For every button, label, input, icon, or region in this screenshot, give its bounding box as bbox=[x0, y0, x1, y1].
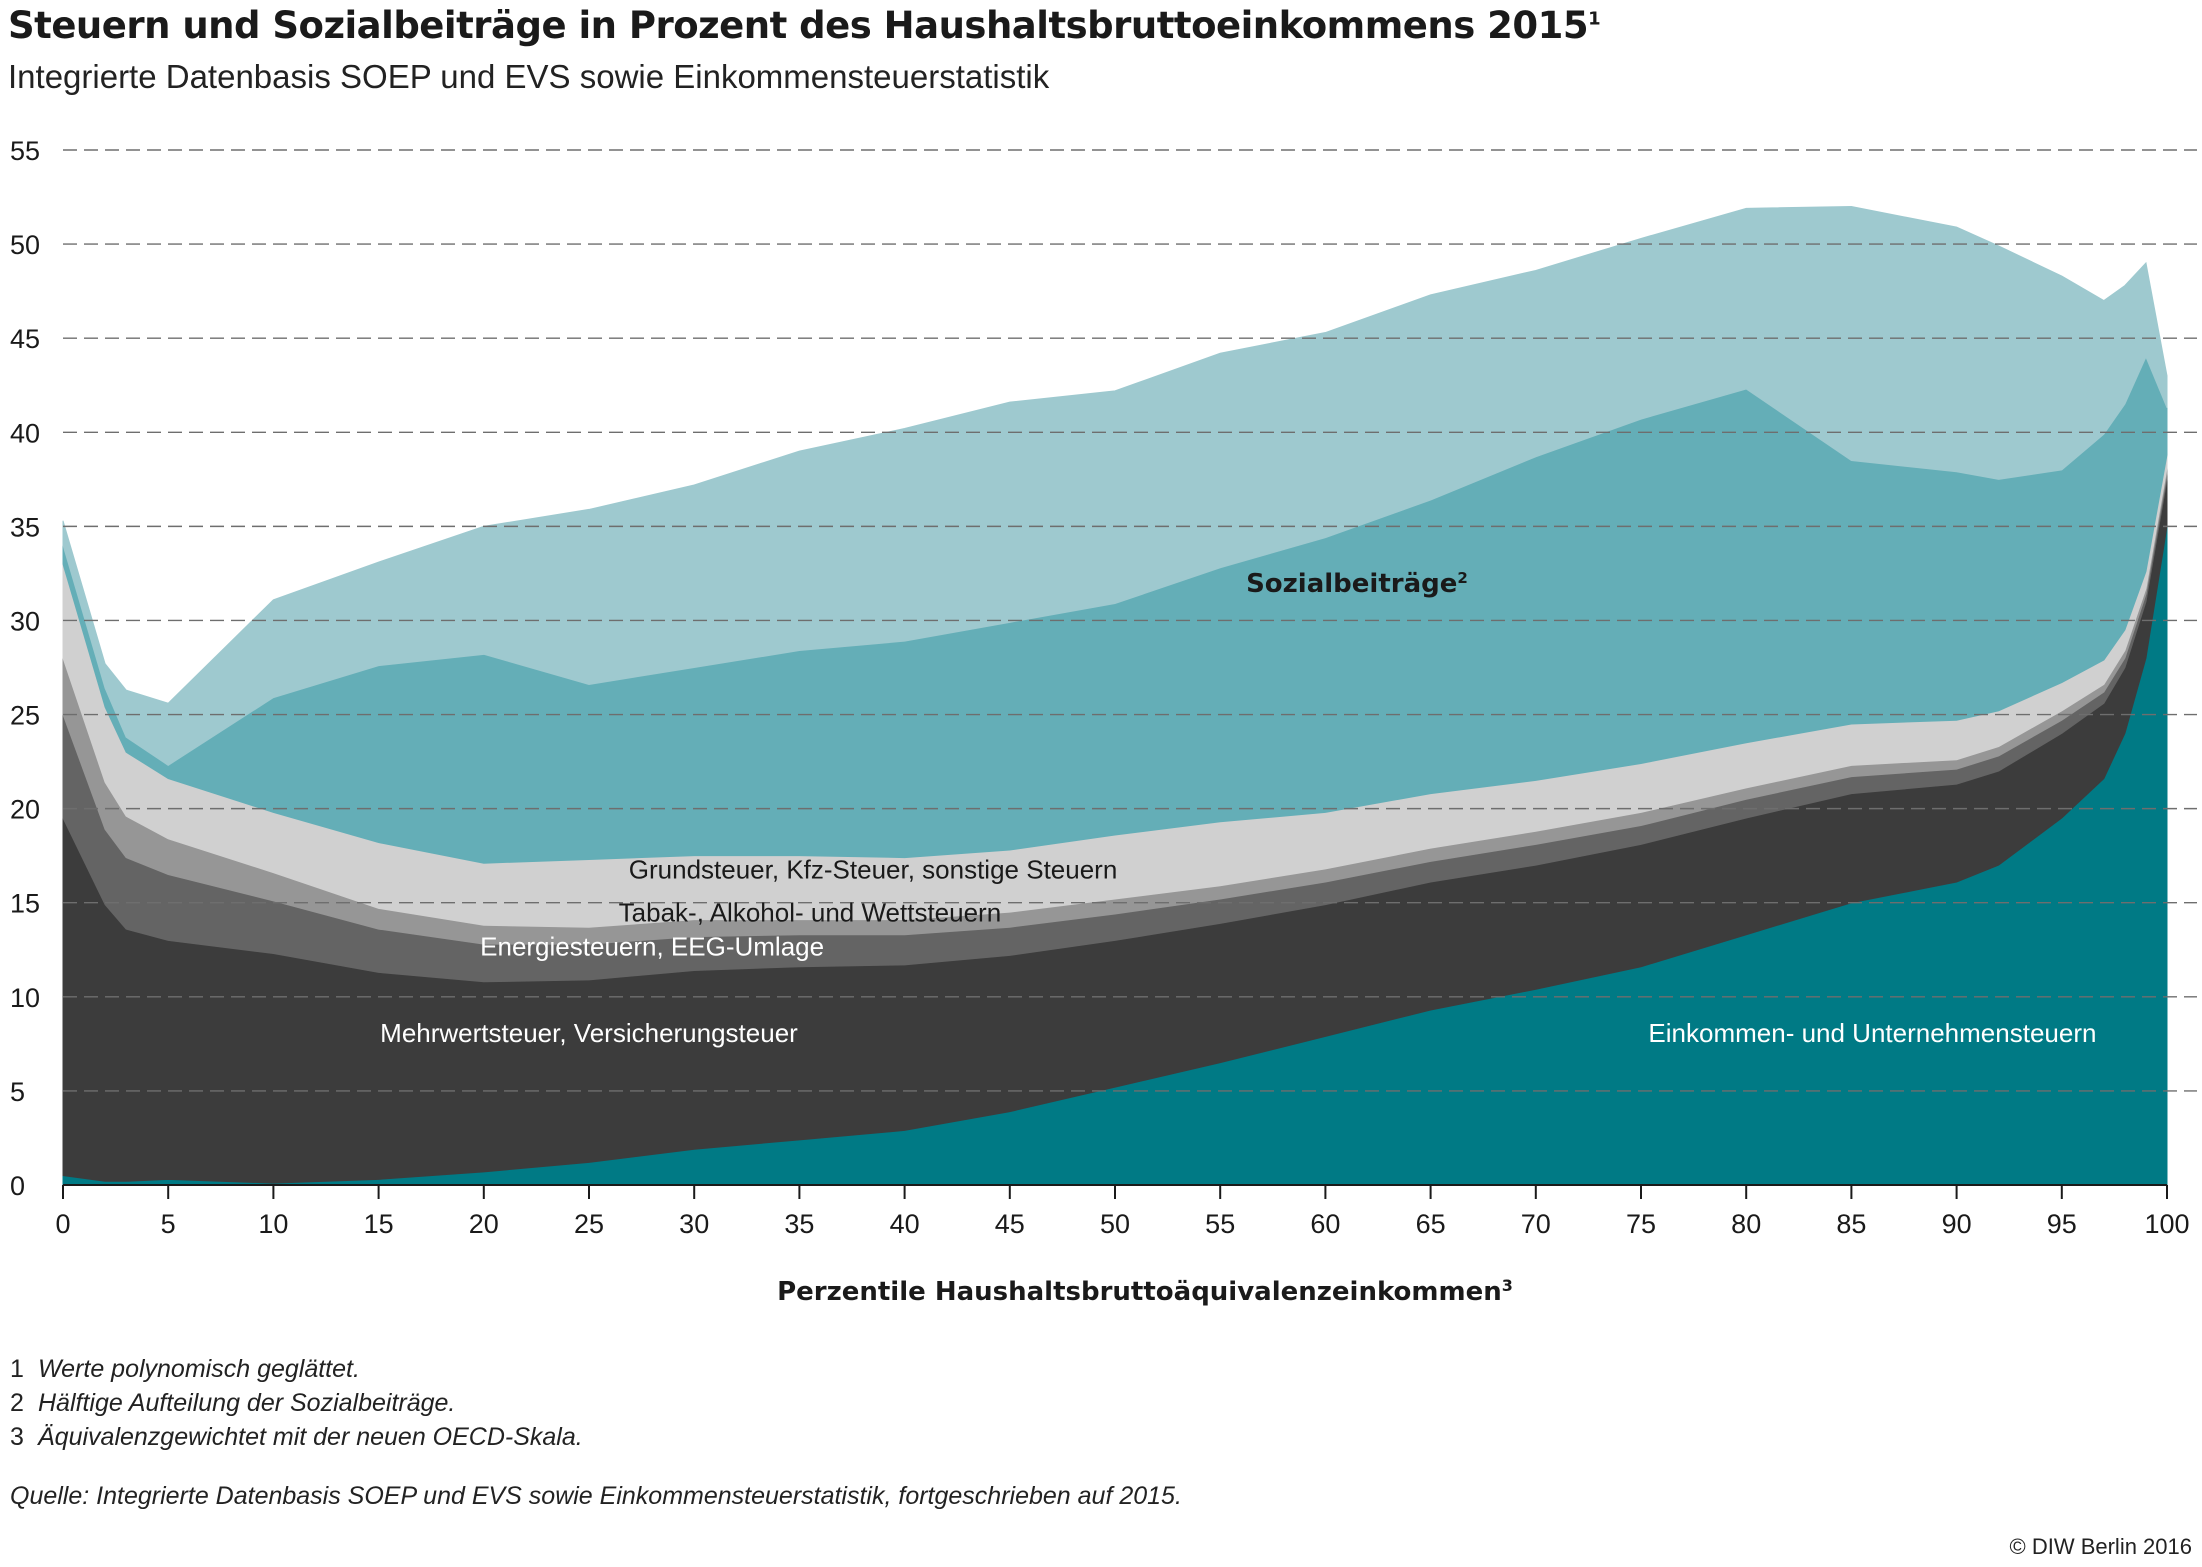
x-tick-label: 15 bbox=[364, 1209, 394, 1239]
series-label-3: Energiesteuern, EEG-Umlage bbox=[480, 931, 824, 961]
x-tick-label: 10 bbox=[258, 1209, 288, 1239]
chart-title: Steuern und Sozialbeiträge in Prozent de… bbox=[8, 4, 1601, 47]
y-tick-label: 15 bbox=[10, 889, 40, 919]
x-tick-label: 20 bbox=[469, 1209, 499, 1239]
y-tick-label: 25 bbox=[10, 701, 40, 731]
stacked-area-chart: 0 5 10 15 20 25 30 35 40 45 50 55 60 65 70 75 80 85 90 95 10… bbox=[10, 136, 2197, 1307]
x-tick-label: 100 bbox=[2144, 1209, 2189, 1239]
chart-subtitle: Integrierte Datenbasis SOEP und EVS sowi… bbox=[8, 58, 1050, 95]
x-tick-label: 90 bbox=[1942, 1209, 1972, 1239]
x-tick-label: 85 bbox=[1836, 1209, 1866, 1239]
source-note: Quelle: Integrierte Datenbasis SOEP und … bbox=[10, 1482, 1182, 1510]
y-tick-label: 10 bbox=[10, 983, 40, 1013]
title-footnote-mark: 1 bbox=[1588, 8, 1601, 30]
y-tick-label: 40 bbox=[10, 418, 40, 448]
x-tick-label: 65 bbox=[1416, 1209, 1446, 1239]
y-tick-label: 35 bbox=[10, 512, 40, 542]
x-tick-label: 50 bbox=[1100, 1209, 1130, 1239]
x-tick-label: 55 bbox=[1205, 1209, 1235, 1239]
series-label-5: Einkommen- und Unternehmensteuern bbox=[1648, 1018, 2096, 1048]
x-tick-label: 40 bbox=[890, 1209, 920, 1239]
x-tick-label: 75 bbox=[1626, 1209, 1656, 1239]
area-series-6 bbox=[62, 205, 2168, 766]
axes: 0 5 10 15 20 25 30 35 40 45 50 55 60 65 70 75 80 85 90 95 10… bbox=[10, 136, 2190, 1307]
copyright: © DIW Berlin 2016 bbox=[2009, 1534, 2193, 1559]
y-tick-label: 5 bbox=[10, 1077, 25, 1107]
x-tick-label: 30 bbox=[679, 1209, 709, 1239]
series-label-1: Grundsteuer, Kfz-Steuer, sonstige Steuer… bbox=[629, 854, 1118, 884]
footnote-1: 1 Werte polynomisch geglättet. bbox=[10, 1355, 360, 1383]
x-tick-label: 5 bbox=[161, 1209, 176, 1239]
y-tick-label: 55 bbox=[10, 136, 40, 166]
y-tick-label: 30 bbox=[10, 606, 40, 636]
y-tick-label: 45 bbox=[10, 324, 40, 354]
x-axis-label: Perzentile Haushaltsbruttoäquivalenzeink… bbox=[777, 1276, 1513, 1308]
series-label-0: Sozialbeiträge2 bbox=[1246, 569, 1468, 599]
x-tick-label: 0 bbox=[55, 1209, 70, 1239]
x-tick-label: 45 bbox=[995, 1209, 1025, 1239]
y-tick-label: 20 bbox=[10, 795, 40, 825]
footnote-3: 3 Äquivalenzgewichtet mit der neuen OECD-… bbox=[10, 1423, 583, 1451]
x-tick-label: 35 bbox=[784, 1209, 814, 1239]
x-tick-label: 95 bbox=[2047, 1209, 2077, 1239]
y-tick-label: 50 bbox=[10, 230, 40, 260]
x-tick-label: 70 bbox=[1521, 1209, 1551, 1239]
x-tick-label: 80 bbox=[1731, 1209, 1761, 1239]
y-tick-label: 0 bbox=[10, 1171, 25, 1201]
series-labels: Sozialbeiträge2 Grundsteuer, Kfz-Steuer, … bbox=[380, 569, 2096, 1048]
series-label-2: Tabak-, Alkohol- und Wettsteuern bbox=[619, 898, 1002, 928]
x-tick-label: 60 bbox=[1310, 1209, 1340, 1239]
series-label-4: Mehrwertsteuer, Versicherungsteuer bbox=[380, 1018, 798, 1048]
footnotes: 1 Werte polynomisch geglättet. 2 Hälftige … bbox=[10, 1352, 583, 1454]
x-tick-label: 25 bbox=[574, 1209, 604, 1239]
footnote-2: 2 Hälftige Aufteilung der Sozialbeiträge. bbox=[10, 1389, 456, 1417]
